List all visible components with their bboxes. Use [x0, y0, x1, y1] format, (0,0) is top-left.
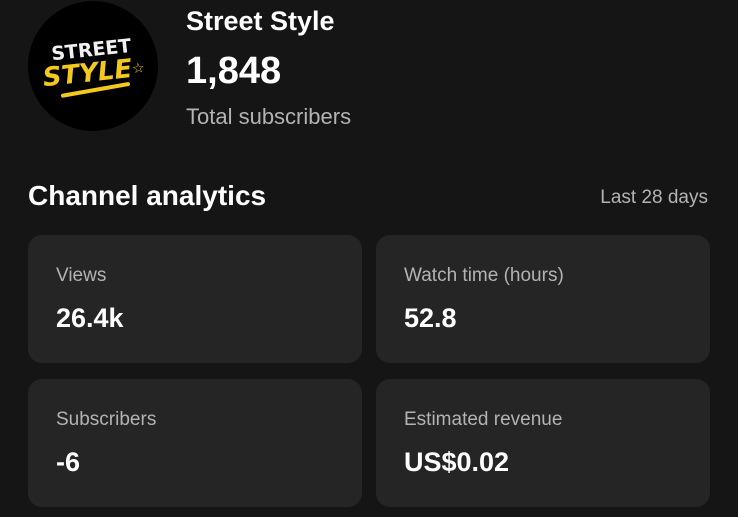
card-revenue[interactable]: Estimated revenue US$0.02: [376, 379, 710, 507]
subscriber-count: 1,848: [186, 50, 282, 92]
card-value: -6: [56, 447, 81, 477]
channel-avatar[interactable]: STREET STYLE☆: [21, 0, 165, 138]
card-label: Estimated revenue: [404, 409, 563, 430]
period-selector[interactable]: Last 28 days: [600, 187, 708, 208]
card-watch-time[interactable]: Watch time (hours) 52.8: [376, 235, 710, 363]
star-icon: ☆: [131, 59, 146, 78]
card-label: Subscribers: [56, 409, 157, 430]
subscriber-label: Total subscribers: [186, 104, 352, 129]
card-value: US$0.02: [404, 447, 510, 477]
card-subscribers[interactable]: Subscribers -6: [28, 379, 362, 507]
card-views[interactable]: Views 26.4k: [28, 235, 362, 363]
card-value: 52.8: [404, 303, 457, 333]
card-value: 26.4k: [56, 303, 124, 333]
section-title: Channel analytics: [28, 180, 267, 211]
card-label: Views: [56, 265, 107, 286]
channel-name: Street Style: [186, 6, 335, 36]
card-label: Watch time (hours): [404, 265, 564, 286]
